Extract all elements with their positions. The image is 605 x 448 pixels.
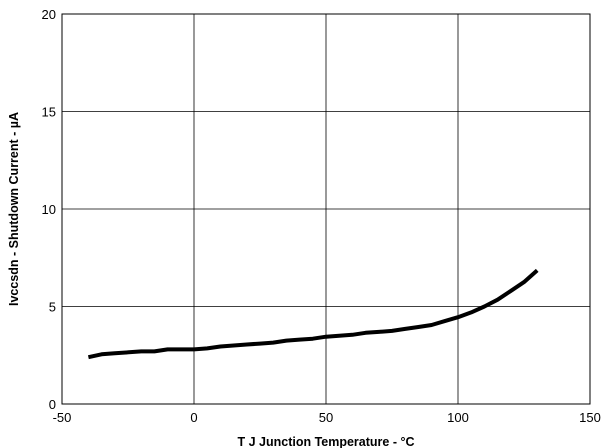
y-tick-label: 15: [42, 105, 56, 120]
series-line: [87, 268, 539, 360]
y-axis-title: Ivccsdn - Shutdown Current - µA: [7, 112, 21, 306]
y-tick-label: 5: [49, 300, 56, 315]
x-axis-title: T J Junction Temperature - °C: [237, 435, 414, 448]
x-tick-label: 100: [447, 410, 469, 425]
y-tick-label: 10: [42, 202, 56, 217]
series-layer: [87, 268, 539, 360]
y-tick-label: 20: [42, 7, 56, 22]
grid-layer: [62, 14, 590, 404]
y-tick-label: 0: [49, 397, 56, 412]
x-tick-label: 50: [319, 410, 333, 425]
x-tick-label: 150: [579, 410, 601, 425]
x-tick-label: 0: [190, 410, 197, 425]
x-tick-label: -50: [53, 410, 72, 425]
plot-area-frame: [61, 13, 591, 405]
